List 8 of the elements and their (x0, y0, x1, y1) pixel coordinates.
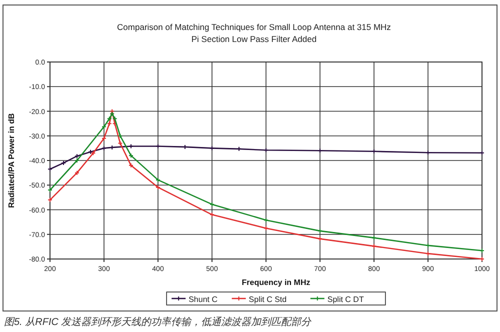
y-axis-title: Radiated/PA Power in dB (7, 112, 16, 208)
legend-label: Split C Std (248, 295, 287, 304)
legend-label: Split C DT (327, 295, 364, 304)
x-axis-title: Frequency in MHz (242, 278, 310, 287)
legend-label: Shunt C (188, 295, 218, 304)
chart-subtitle: Pi Section Low Pass Filter Added (191, 34, 317, 44)
caption: 图5. 从RFIC 发送器到环形天线的功率传输，低通滤波器加到匹配部分 (4, 316, 312, 328)
chart-title: Comparison of Matching Techniques for Small Loop Antenna at 315 MHz (117, 22, 391, 32)
